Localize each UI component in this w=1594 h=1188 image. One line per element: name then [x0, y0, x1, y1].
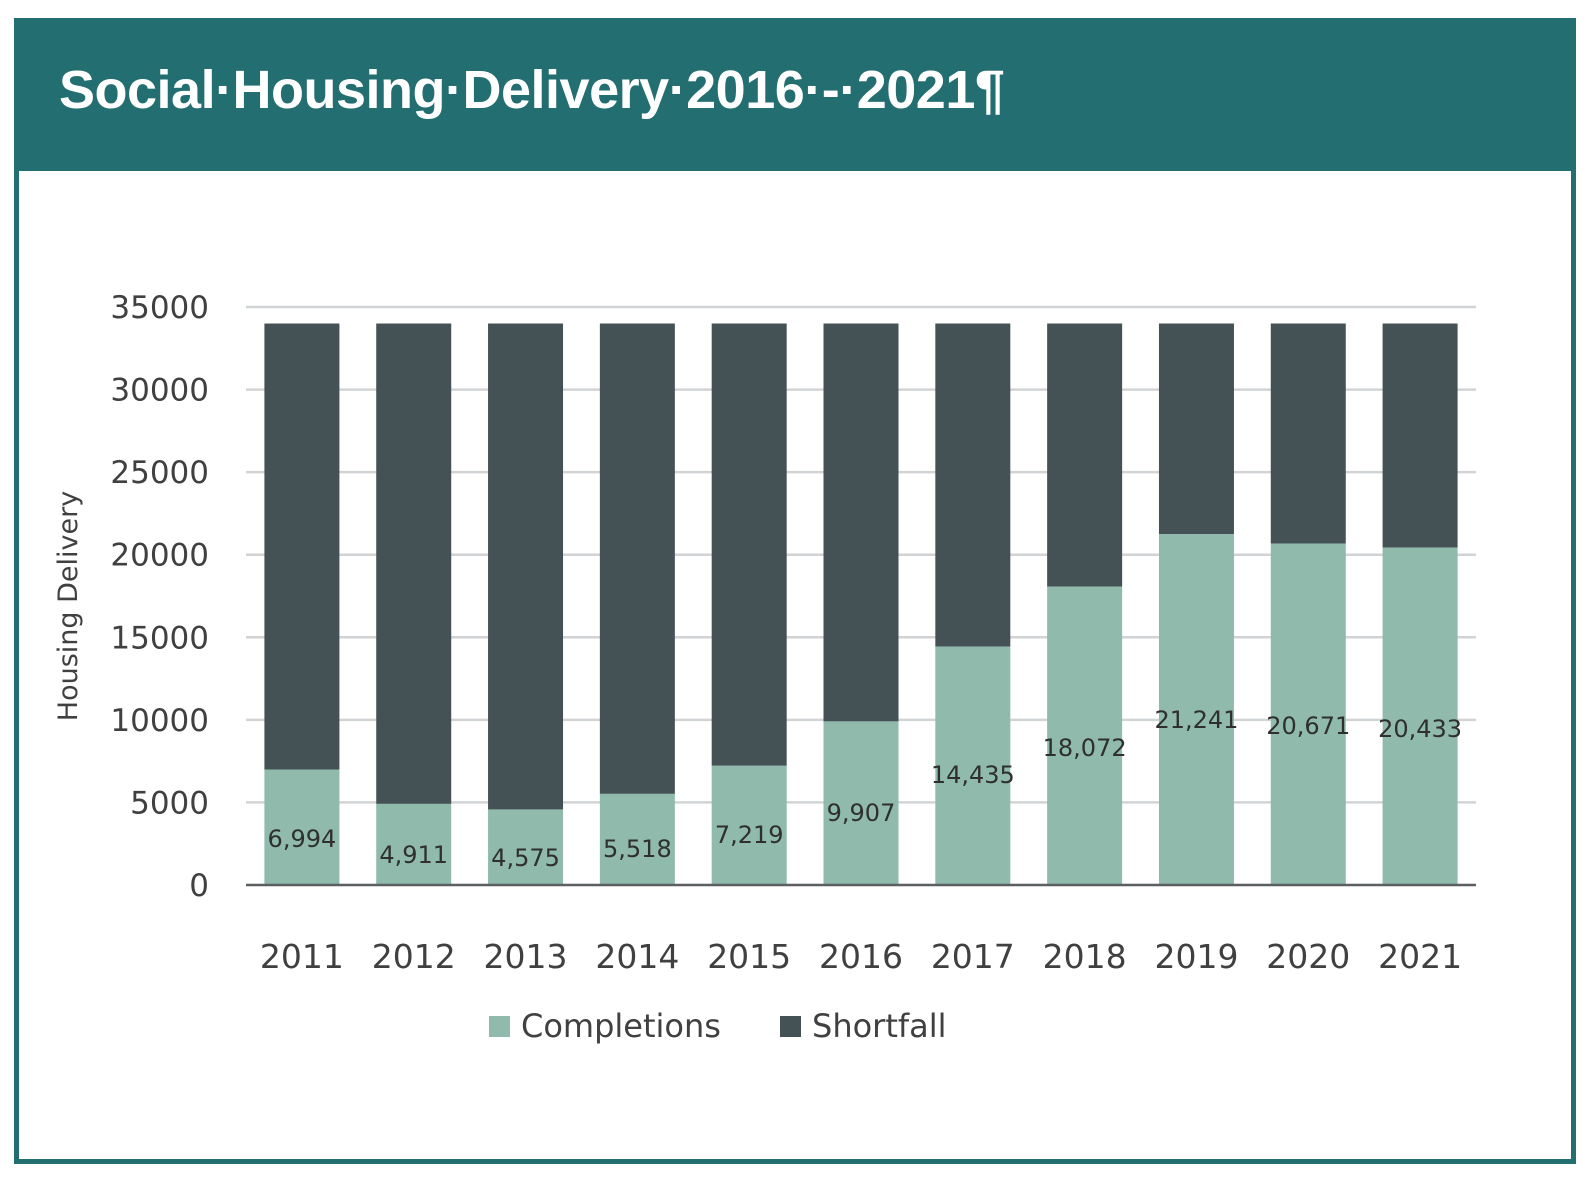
data-label-completions: 4,575	[491, 844, 560, 872]
y-tick-label: 10000	[110, 703, 209, 739]
data-label-completions: 9,907	[827, 799, 896, 827]
bar-completions	[935, 646, 1011, 885]
data-label-completions: 7,219	[715, 821, 784, 849]
bar-shortfall	[1158, 323, 1234, 535]
data-label-completions: 5,518	[603, 835, 672, 863]
bar-completions	[1047, 586, 1123, 885]
chart-area: 0 5000 10000 15000 20000 25000 30000 35000 Housi…	[19, 171, 1571, 1159]
legend-swatch	[489, 1016, 510, 1037]
bar-shortfall	[1047, 323, 1123, 587]
legend-label: Completions	[521, 1007, 721, 1045]
bar-completions	[823, 721, 899, 885]
data-label-completions: 4,911	[379, 841, 448, 869]
y-tick-label: 0	[189, 868, 209, 904]
legend-swatch	[780, 1016, 801, 1037]
bar-completions	[264, 769, 340, 885]
bar-completions	[376, 803, 452, 885]
x-tick-label: 2015	[707, 937, 791, 976]
figure-frame: Social·Housing·Delivery·2016·-·2021¶ 0 50…	[14, 18, 1576, 1164]
y-tick-label: 30000	[110, 373, 209, 409]
x-tick-label: 2011	[260, 937, 344, 976]
bar-shortfall	[599, 323, 675, 794]
bar-shortfall	[823, 323, 899, 722]
legend-label: Shortfall	[812, 1007, 947, 1045]
bar-completions	[711, 765, 787, 885]
y-tick-label: 5000	[130, 785, 209, 821]
bar-shortfall	[488, 323, 564, 810]
x-tick-label: 2017	[931, 937, 1015, 976]
data-label-completions: 20,671	[1266, 712, 1350, 740]
bar-completions	[599, 793, 675, 885]
bar-shortfall	[1382, 323, 1458, 548]
bar-shortfall	[376, 323, 452, 804]
y-tick-label: 35000	[110, 290, 209, 326]
data-label-completions: 14,435	[931, 761, 1015, 789]
x-tick-label: 2019	[1154, 937, 1238, 976]
data-label-completions: 18,072	[1043, 734, 1127, 762]
x-tick-label: 2021	[1378, 937, 1462, 976]
x-tick-label: 2014	[595, 937, 679, 976]
bar-completions	[1270, 543, 1346, 885]
x-tick-label: 2013	[484, 937, 568, 976]
bar-completions	[1382, 547, 1458, 885]
x-tick-label: 2018	[1043, 937, 1127, 976]
bar-completions	[488, 809, 564, 885]
bar-shortfall	[264, 323, 340, 770]
bar-shortfall	[711, 323, 787, 766]
page-title: Social·Housing·Delivery·2016·-·2021¶	[59, 60, 1005, 120]
title-bar: Social·Housing·Delivery·2016·-·2021¶	[19, 23, 1571, 171]
stacked-bar-chart: 0 5000 10000 15000 20000 25000 30000 35000 Housi…	[53, 290, 1476, 1045]
y-axis-title: Housing Delivery	[53, 491, 84, 721]
data-label-completions: 21,241	[1154, 706, 1238, 734]
y-tick-label: 15000	[110, 620, 209, 656]
bar-shortfall	[1270, 323, 1346, 544]
x-tick-label: 2012	[372, 937, 456, 976]
data-label-completions: 6,994	[268, 825, 337, 853]
y-tick-label: 20000	[110, 538, 209, 574]
data-label-completions: 20,433	[1378, 715, 1462, 743]
y-tick-label: 25000	[110, 455, 209, 491]
x-tick-label: 2016	[819, 937, 903, 976]
bar-completions	[1158, 534, 1234, 885]
x-tick-label: 2020	[1266, 937, 1350, 976]
bar-shortfall	[935, 323, 1011, 647]
